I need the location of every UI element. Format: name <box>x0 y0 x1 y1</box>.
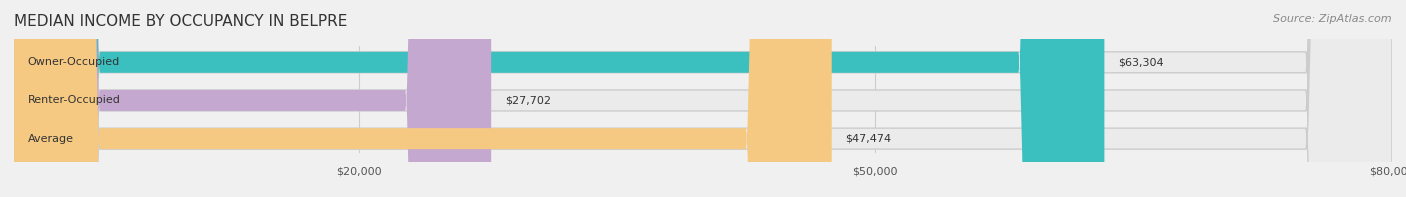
Text: $27,702: $27,702 <box>505 96 551 105</box>
FancyBboxPatch shape <box>14 0 1104 197</box>
Text: Source: ZipAtlas.com: Source: ZipAtlas.com <box>1274 14 1392 24</box>
FancyBboxPatch shape <box>14 0 1392 197</box>
FancyBboxPatch shape <box>14 0 832 197</box>
Text: Owner-Occupied: Owner-Occupied <box>28 57 120 67</box>
Text: Renter-Occupied: Renter-Occupied <box>28 96 121 105</box>
Text: Average: Average <box>28 134 75 144</box>
Text: MEDIAN INCOME BY OCCUPANCY IN BELPRE: MEDIAN INCOME BY OCCUPANCY IN BELPRE <box>14 14 347 29</box>
Text: $63,304: $63,304 <box>1118 57 1164 67</box>
FancyBboxPatch shape <box>14 0 1392 197</box>
FancyBboxPatch shape <box>14 0 1392 197</box>
Text: $47,474: $47,474 <box>845 134 891 144</box>
FancyBboxPatch shape <box>14 0 491 197</box>
